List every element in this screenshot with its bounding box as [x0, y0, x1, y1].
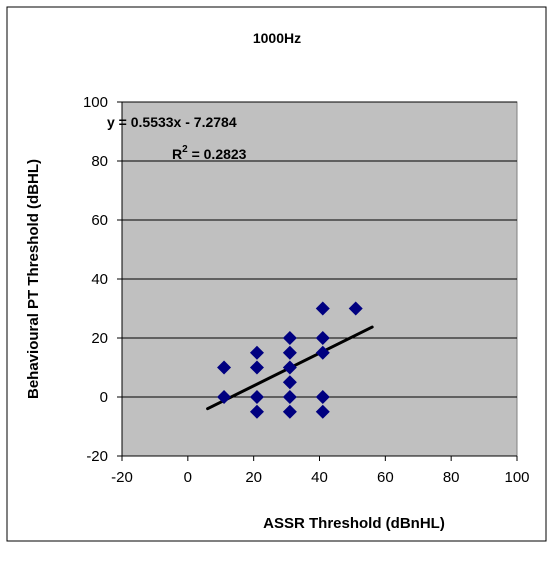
x-tick-label: 100 [504, 469, 529, 486]
data-point [249, 360, 264, 375]
data-points [217, 301, 363, 419]
r-squared-value: = 0.2823 [188, 146, 247, 162]
x-tick-label: 40 [311, 469, 328, 486]
x-tick-labels: -20 0 20 40 60 80 100 [111, 469, 529, 486]
y-axis-title: Behavioural PT Threshold (dBHL) [25, 159, 42, 399]
y-tick-label: 60 [91, 212, 108, 229]
y-tick-labels: -20 0 20 40 60 80 100 [83, 94, 108, 465]
data-point [249, 390, 264, 404]
axes [117, 101, 518, 461]
y-tick-label: 0 [100, 389, 108, 406]
r-squared-symbol: R [172, 146, 182, 162]
x-tick-label: 60 [377, 469, 394, 486]
data-point [315, 331, 330, 345]
data-point [282, 331, 297, 345]
chart-title: 1000Hz [253, 30, 301, 46]
data-point [282, 345, 297, 360]
data-point [315, 345, 330, 360]
trendline-equation: y = 0.5533x - 7.2784 [107, 114, 237, 130]
r-squared-label: R2 = 0.2823 [172, 144, 247, 162]
data-point [315, 390, 330, 404]
data-point [348, 301, 363, 316]
y-tick-label: 80 [91, 153, 108, 170]
data-point [282, 404, 297, 419]
y-tick-label: 100 [83, 94, 108, 111]
r-squared-superscript: 2 [182, 144, 188, 155]
data-point [249, 404, 264, 419]
data-point [282, 390, 297, 404]
data-point [315, 404, 330, 419]
x-tick-label: 0 [184, 469, 192, 486]
data-point [217, 360, 232, 375]
data-point [249, 345, 264, 360]
data-point [315, 301, 330, 316]
data-point [282, 375, 297, 390]
data-point [282, 360, 297, 375]
y-tick-label: 40 [91, 271, 108, 288]
y-tick-label: -20 [86, 448, 108, 465]
y-tick-label: 20 [91, 330, 108, 347]
x-tick-label: -20 [111, 469, 133, 486]
x-tick-label: 80 [443, 469, 460, 486]
x-axis-title: ASSR Threshold (dBnHL) [263, 515, 445, 532]
data-point [217, 390, 232, 404]
x-tick-label: 20 [245, 469, 262, 486]
